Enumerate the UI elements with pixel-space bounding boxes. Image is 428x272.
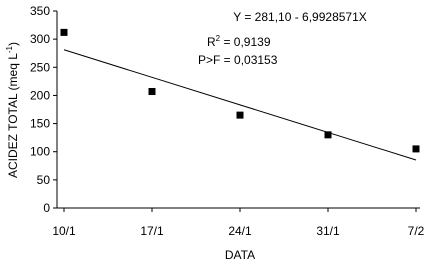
y-tick-label: 350 (30, 4, 50, 18)
x-tick-label: 31/1 (316, 224, 340, 238)
y-tick-label: 200 (30, 88, 50, 102)
x-tick-label: 24/1 (228, 224, 252, 238)
point (148, 87, 156, 95)
r-end: = 0,9139 (220, 35, 271, 49)
trend-line (63, 49, 417, 161)
y-tick-label: 50 (37, 173, 51, 187)
y-label-sup: -1 (5, 45, 14, 53)
r-text: R (207, 35, 216, 49)
y-tick-label: 150 (30, 117, 50, 131)
r-squared: R2 = 0,9139 (207, 34, 271, 49)
x-tick-label: 7/2 (408, 224, 425, 238)
point (412, 145, 420, 153)
r-sup: 2 (216, 34, 221, 43)
point (236, 111, 244, 119)
p-value: P>F = 0,03153 (198, 53, 278, 67)
equation: Y = 281,10 - 6,9928571X (233, 10, 367, 24)
point (60, 28, 68, 36)
point (324, 131, 332, 139)
x-axis-label: DATA (225, 248, 255, 262)
y-tick-label: 250 (30, 60, 50, 74)
y-label-end: ) (6, 42, 20, 46)
y-label-text: ACIDEZ TOTAL (meq L (6, 53, 20, 178)
x-tick-label: 10/1 (52, 224, 76, 238)
y-axis-label: ACIDEZ TOTAL (meq L-1) (5, 42, 20, 178)
y-tick-label: 100 (30, 145, 50, 159)
y-tick-label: 0 (43, 201, 50, 215)
y-tick-label: 300 (30, 32, 50, 46)
x-tick-label: 17/1 (140, 224, 164, 238)
